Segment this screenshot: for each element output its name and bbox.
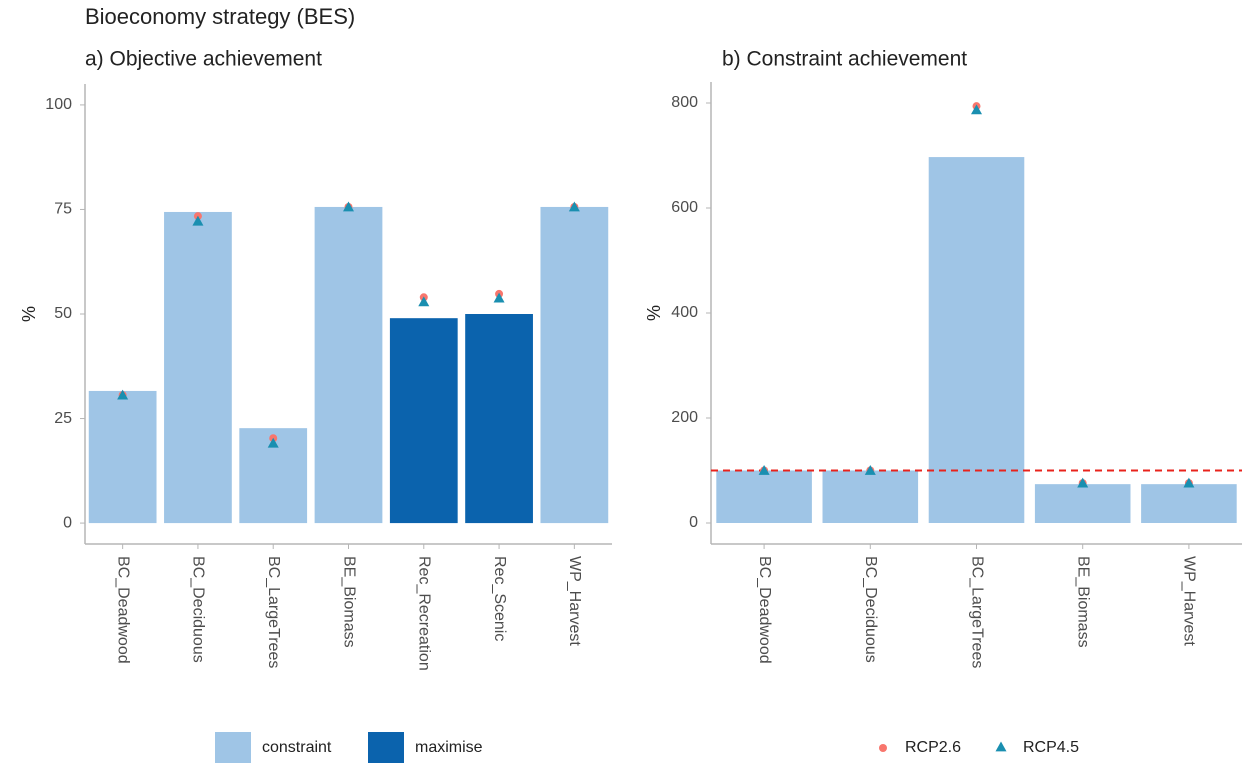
point	[568, 201, 580, 212]
y-tick-label: 0	[689, 514, 698, 531]
x-tick-label: BC_Deadwood	[114, 556, 131, 664]
bar	[314, 206, 383, 524]
y-tick-label: 800	[671, 94, 698, 111]
point	[418, 296, 430, 307]
y-tick-label: 0	[63, 514, 72, 531]
x-tick-label: BC_Deadwood	[756, 556, 773, 664]
point	[343, 201, 354, 212]
x-tick-label: Rec_Scenic	[491, 556, 508, 641]
point	[192, 215, 204, 226]
x-tick-label: WP_Harvest	[566, 556, 583, 646]
point	[493, 292, 505, 303]
y-tick-label: 400	[671, 304, 698, 321]
bar	[164, 211, 232, 524]
x-tick-label: BE_Biomass	[1074, 556, 1091, 648]
legend-label: constraint	[262, 739, 332, 756]
x-tick-label: BC_LargeTrees	[968, 556, 985, 668]
bar	[465, 314, 533, 524]
x-tick-label: BC_Deciduous	[190, 556, 207, 663]
bar	[540, 206, 609, 524]
legend-label: RCP4.5	[1023, 739, 1079, 756]
x-tick-label: Rec_Recreation	[416, 556, 433, 671]
bar	[822, 470, 919, 523]
page-title: Bioeconomy strategy (BES)	[85, 4, 355, 29]
y-tick-label: 75	[54, 201, 72, 218]
x-tick-label: BE_Biomass	[340, 556, 357, 648]
y-axis-label: %	[644, 305, 664, 321]
legend-label: maximise	[415, 739, 483, 756]
bar	[928, 157, 1025, 523]
legend-label: RCP2.6	[905, 739, 961, 756]
x-tick-label: WP_Harvest	[1181, 556, 1198, 646]
legend-swatch	[215, 732, 251, 763]
panel-title: a) Objective achievement	[85, 48, 322, 71]
y-tick-label: 25	[54, 410, 72, 427]
y-axis-label: %	[19, 306, 39, 322]
legend-marker	[995, 741, 1007, 752]
bar	[1034, 484, 1131, 523]
bar	[389, 318, 458, 524]
x-tick-label: BC_Deciduous	[862, 556, 879, 663]
point	[1183, 477, 1195, 488]
point	[1077, 477, 1089, 488]
y-tick-label: 50	[54, 305, 72, 322]
point	[971, 104, 982, 115]
point	[864, 465, 876, 475]
point	[267, 437, 279, 448]
y-tick-label: 200	[671, 409, 698, 426]
bar	[716, 470, 812, 523]
x-tick-label: BC_LargeTrees	[265, 556, 282, 668]
y-tick-label: 600	[671, 199, 698, 216]
bar	[1141, 484, 1237, 523]
point	[758, 465, 770, 475]
legend-marker	[879, 744, 887, 752]
legend-swatch	[368, 732, 404, 763]
y-tick-label: 100	[45, 96, 72, 113]
bar	[88, 390, 157, 524]
point	[117, 389, 129, 400]
panel-title: b) Constraint achievement	[722, 48, 967, 71]
